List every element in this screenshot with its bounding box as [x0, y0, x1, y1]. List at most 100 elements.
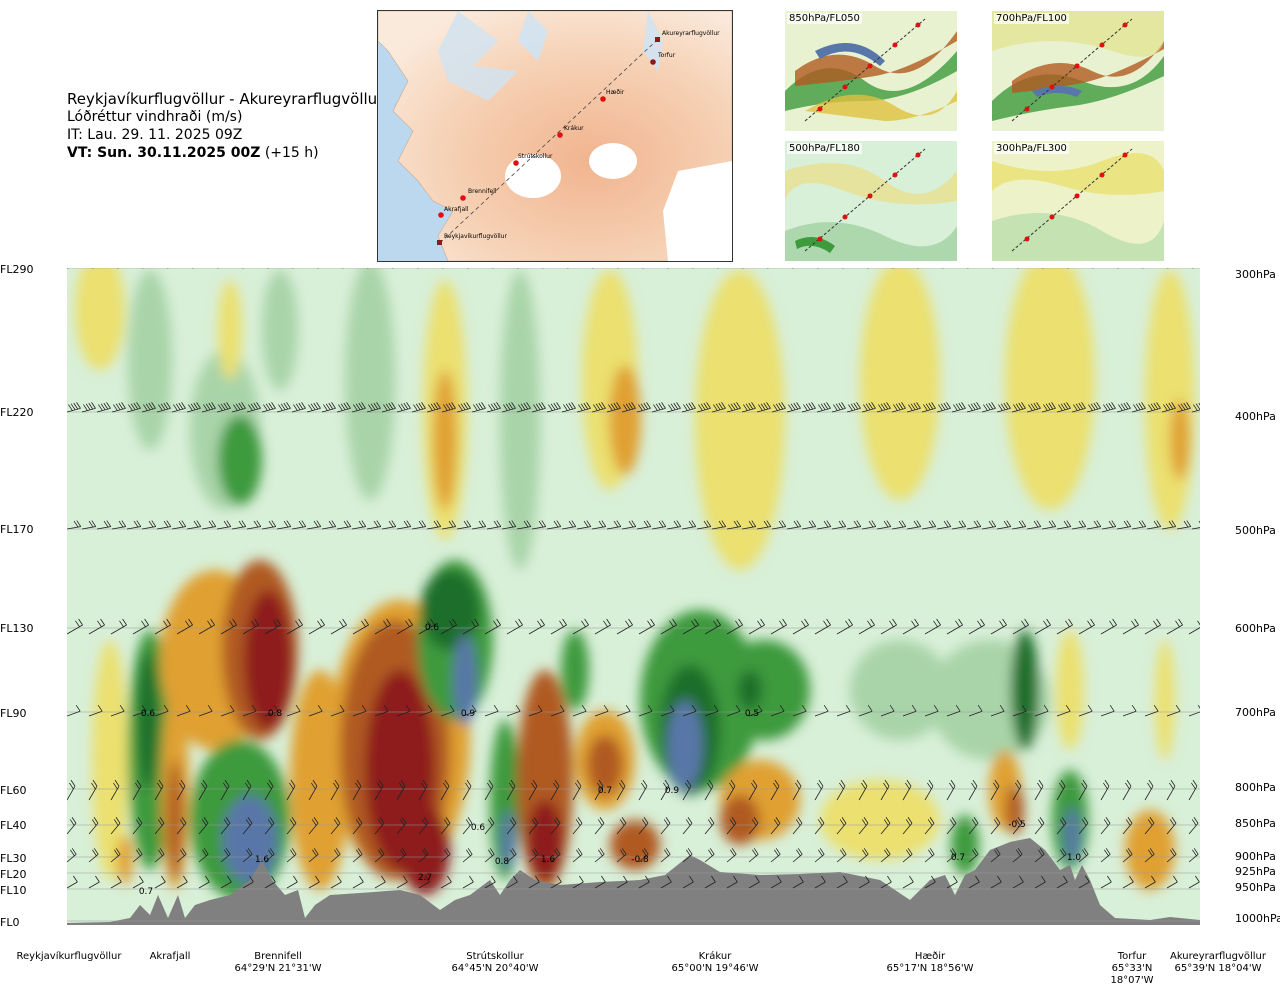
wind-barb-feather: [898, 402, 904, 410]
wind-barb-feather: [778, 520, 784, 528]
thumbnail-300hpa[interactable]: 300hPa/FL300: [992, 141, 1164, 261]
wind-barb-feather: [460, 403, 466, 411]
wind-barb-shaft: [418, 624, 435, 635]
wind-barb-shaft: [1100, 624, 1117, 635]
waypoint-coord: 65°39'N 18°04'W: [1174, 963, 1262, 974]
wind-barb-feather: [839, 819, 845, 826]
wind-barb-feather: [745, 403, 751, 411]
wind-barb-feather: [823, 520, 829, 528]
wind-barb-feather: [246, 779, 252, 787]
wind-barb-feather: [1087, 704, 1093, 712]
wind-barb-shaft: [1086, 526, 1101, 530]
wind-barb-shaft: [946, 710, 961, 717]
wind-barb-feather: [1060, 849, 1065, 857]
wind-barb-feather: [559, 620, 564, 628]
wind-barb-feather: [247, 848, 253, 855]
wind-barb-feather: [334, 849, 339, 857]
wind-barb-feather: [535, 403, 541, 411]
wind-barb-feather: [70, 849, 75, 857]
wind-barb-feather: [818, 779, 824, 787]
field-blob: [860, 268, 940, 500]
wind-barb-feather: [511, 848, 517, 855]
wind-barb-feather: [1156, 520, 1162, 527]
wind-barb-feather: [343, 402, 349, 410]
thumbnail-850hpa[interactable]: 850hPa/FL050: [785, 11, 957, 131]
wind-barb-feather: [540, 618, 545, 626]
wind-barb-shaft: [352, 710, 367, 717]
wind-barb-feather: [623, 875, 628, 883]
wind-barb-feather: [669, 620, 674, 628]
wind-barb-feather: [267, 782, 272, 790]
wind-barb-feather: [925, 403, 931, 411]
wind-barb-feather: [532, 849, 537, 857]
wind-barb-shaft: [67, 268, 70, 269]
wind-barb-feather: [325, 403, 331, 411]
wind-barb-shaft: [264, 710, 279, 717]
wind-barb-feather: [554, 849, 559, 857]
thumbnail-700hpa[interactable]: 700hPa/FL100: [992, 11, 1164, 131]
wind-barb-feather: [1028, 404, 1033, 411]
waypoint-name: Reykjavíkurflugvöllur: [16, 951, 122, 962]
wind-barb-feather: [898, 520, 904, 528]
field-blob: [433, 370, 457, 510]
wind-barb-shaft: [531, 526, 546, 530]
wind-barb-shaft: [242, 823, 253, 835]
wind-barb-feather: [1191, 782, 1196, 790]
wind-barb-feather: [595, 403, 601, 411]
wind-barb-feather: [715, 403, 721, 411]
wind-barb-flag: [1167, 262, 1174, 268]
wind-barb-feather: [887, 875, 892, 883]
wind-barb-feather: [949, 819, 955, 826]
wind-barb-feather: [1169, 819, 1175, 826]
waypoint-name: Krákur: [698, 951, 732, 962]
wind-barb-feather: [773, 819, 779, 826]
wind-barb-shaft: [1034, 823, 1045, 835]
wind-barb-shaft: [836, 624, 853, 635]
wind-barb-feather: [283, 520, 289, 528]
wind-barb-flag: [892, 262, 899, 268]
wind-barb-feather: [1126, 849, 1131, 857]
wind-barb-feather: [808, 402, 814, 410]
wind-barb-feather: [1163, 404, 1168, 411]
wind-barb-feather: [580, 403, 586, 411]
wind-barb-feather: [340, 403, 346, 411]
wind-barb-shaft: [572, 710, 587, 717]
wind-barb-feather: [658, 402, 664, 410]
wind-barb-shaft: [231, 407, 246, 413]
wind-barb-feather: [379, 817, 385, 824]
wind-barb-shaft: [1122, 624, 1139, 635]
wind-barb-feather: [103, 520, 109, 528]
wind-barb-shaft: [186, 526, 201, 530]
wind-barb-feather: [225, 817, 231, 824]
wind-barb-feather: [1156, 402, 1161, 409]
wind-barb-feather: [620, 849, 625, 857]
thumbnail-500hpa[interactable]: 500hPa/FL180: [785, 141, 957, 261]
wind-barb-feather: [85, 403, 91, 411]
wind-barb-shaft: [682, 785, 692, 801]
wind-barb-feather: [436, 520, 442, 527]
wind-barb-feather: [444, 779, 450, 787]
wind-barb-feather: [1118, 404, 1123, 411]
wind-barb-shaft: [846, 526, 861, 530]
wind-barb-feather: [291, 817, 297, 824]
wind-barb-feather: [972, 849, 977, 857]
route-map: Akureyrarflugvöllur Torfur Hæðir Krákur …: [377, 10, 733, 262]
wind-barb-shaft: [132, 823, 143, 835]
wind-barb-feather: [1061, 817, 1067, 824]
field-blob: [1170, 400, 1190, 480]
wind-barb-shaft: [704, 785, 714, 801]
wind-barb-shaft: [1188, 785, 1198, 801]
wind-barb-feather: [735, 620, 740, 628]
wind-barb-feather: [357, 817, 363, 824]
wind-barb-feather: [370, 403, 376, 411]
wind-barb-shaft: [132, 881, 144, 889]
wind-barb-feather: [93, 817, 99, 824]
thumbnail-500hpa-svg: [785, 141, 957, 261]
wind-barb-feather: [1111, 520, 1117, 527]
wind-barb-feather: [183, 875, 188, 883]
wind-barb-feather: [664, 849, 669, 857]
wind-barb-shaft: [546, 526, 561, 530]
wind-barb-feather: [73, 402, 79, 410]
wind-barb-feather: [838, 520, 844, 528]
contour-label: 0.8: [495, 857, 510, 867]
